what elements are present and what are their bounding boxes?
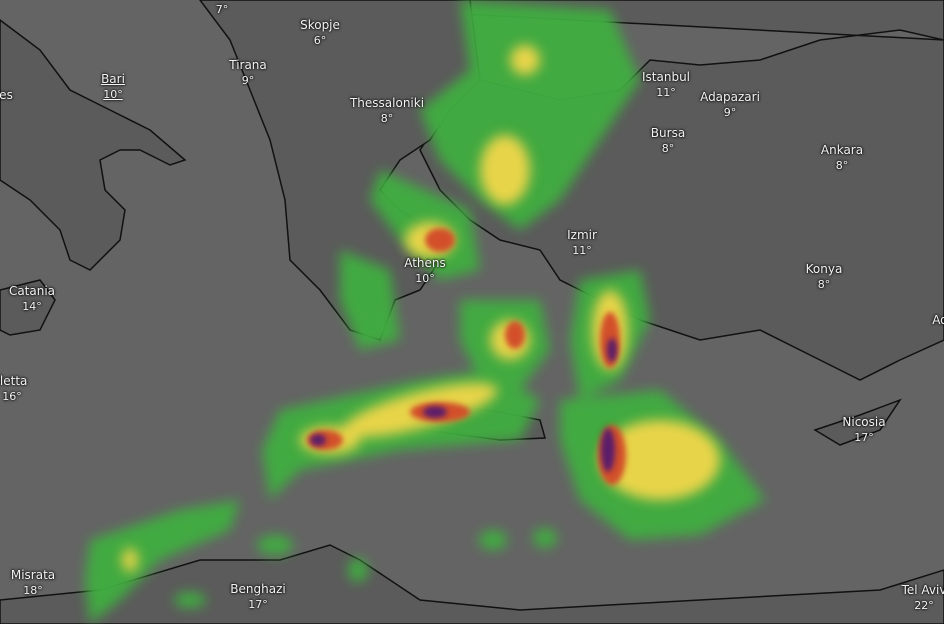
precipitation-layer bbox=[85, 0, 765, 624]
city-label-nicosia[interactable]: Nicosia 17° bbox=[842, 415, 886, 444]
city-label-konya[interactable]: Konya 8° bbox=[805, 262, 843, 291]
city-label-misrata[interactable]: Misrata 18° bbox=[10, 568, 56, 597]
city-label-skopje[interactable]: Skopje 6° bbox=[300, 18, 340, 47]
cyprus bbox=[813, 398, 902, 446]
city-label-bursa[interactable]: Bursa 8° bbox=[650, 126, 686, 155]
city-label-partial-right[interactable]: Ad bbox=[932, 313, 944, 327]
city-label-istanbul[interactable]: Istanbul 11° bbox=[641, 70, 691, 99]
city-label-tel-aviv[interactable]: Tel Aviv 22° bbox=[901, 583, 944, 612]
city-label-tirana[interactable]: Tirana 9° bbox=[229, 58, 267, 87]
city-label[interactable]: 7° bbox=[215, 3, 229, 16]
city-label-ankara[interactable]: Ankara 8° bbox=[820, 143, 864, 172]
africa bbox=[0, 544, 944, 624]
city-label-athens[interactable]: Athens 10° bbox=[404, 256, 446, 285]
sicily bbox=[0, 279, 56, 336]
city-label-valletta[interactable]: lletta16° bbox=[0, 374, 28, 403]
city-label-adapazari[interactable]: Adapazari 9° bbox=[700, 90, 760, 119]
city-label-partial[interactable]: es bbox=[0, 88, 13, 102]
italy bbox=[0, 19, 187, 271]
city-label-benghazi[interactable]: Benghazi 17° bbox=[230, 582, 286, 611]
city-label-bari[interactable]: Bari 10° bbox=[101, 72, 125, 101]
city-label-catania[interactable]: Catania 14° bbox=[8, 284, 56, 313]
city-label-thessaloniki[interactable]: Thessaloniki 8° bbox=[349, 96, 425, 125]
city-label-izmir[interactable]: Izmir 11° bbox=[567, 228, 597, 257]
